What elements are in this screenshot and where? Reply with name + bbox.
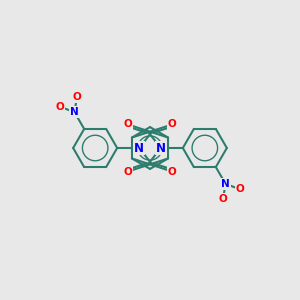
Text: N: N bbox=[221, 179, 230, 189]
Text: N: N bbox=[134, 142, 144, 154]
Text: O: O bbox=[56, 102, 64, 112]
Text: N: N bbox=[156, 142, 166, 154]
Text: O: O bbox=[124, 119, 132, 130]
Text: O: O bbox=[73, 92, 81, 102]
Text: O: O bbox=[124, 167, 132, 176]
Text: O: O bbox=[236, 184, 244, 194]
Text: O: O bbox=[168, 119, 176, 130]
Text: O: O bbox=[219, 194, 227, 204]
Text: N: N bbox=[70, 107, 79, 117]
Text: O: O bbox=[168, 167, 176, 176]
